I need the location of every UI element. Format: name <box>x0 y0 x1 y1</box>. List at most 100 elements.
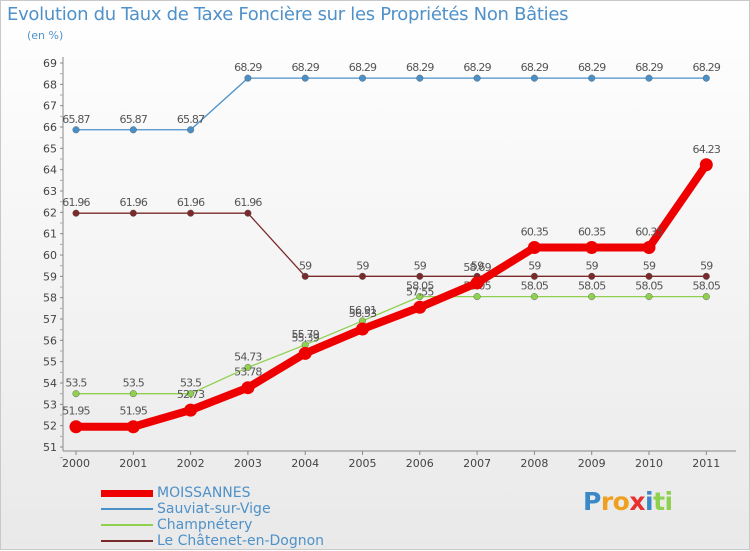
y-tick-label: 62 <box>43 206 57 219</box>
data-point <box>588 74 596 82</box>
proxiti-logo: Proxiti <box>583 487 673 516</box>
data-label: 52.73 <box>177 388 205 401</box>
x-tick-label: 2002 <box>177 457 205 470</box>
logo-letter: t <box>653 487 665 516</box>
x-tick-label: 2009 <box>578 457 606 470</box>
data-point <box>588 272 596 280</box>
y-tick-label: 68 <box>43 78 57 91</box>
legend-label: Champnétery <box>157 517 253 533</box>
data-label: 68.29 <box>693 61 721 74</box>
data-label: 59 <box>585 259 598 272</box>
data-label: 57.55 <box>406 285 434 298</box>
y-tick-label: 54 <box>43 377 57 390</box>
data-point <box>527 241 541 255</box>
y-tick-label: 60 <box>43 249 57 262</box>
legend-label: MOISSANNES <box>157 485 251 501</box>
data-point <box>645 74 653 82</box>
data-point <box>301 74 309 82</box>
data-label: 59 <box>299 259 312 272</box>
data-point <box>585 241 599 255</box>
data-point <box>72 126 80 134</box>
y-tick-label: 66 <box>43 121 57 134</box>
data-label: 51.95 <box>120 405 148 418</box>
y-tick-label: 52 <box>43 420 57 433</box>
data-label: 59 <box>700 259 713 272</box>
x-tick-label: 2004 <box>291 457 319 470</box>
data-point <box>702 74 710 82</box>
data-point <box>184 403 198 417</box>
data-point <box>244 209 252 217</box>
data-label: 58.69 <box>463 261 491 274</box>
data-point <box>473 74 481 82</box>
data-label: 68.29 <box>578 61 606 74</box>
data-point <box>588 293 596 301</box>
data-label: 65.87 <box>120 113 148 126</box>
data-label: 68.29 <box>291 61 319 74</box>
data-label: 58.05 <box>693 280 721 293</box>
data-point <box>416 293 424 301</box>
data-label: 56.53 <box>349 307 377 320</box>
data-label: 68.29 <box>234 61 262 74</box>
logo-letter: o <box>612 487 630 516</box>
data-label: 53.5 <box>123 377 145 390</box>
data-label: 53.5 <box>65 377 87 390</box>
data-label: 55.79 <box>291 328 319 341</box>
series-line <box>75 212 707 277</box>
data-point <box>470 276 484 290</box>
data-label: 65.87 <box>177 113 205 126</box>
y-tick-label: 56 <box>43 334 57 347</box>
series-line <box>72 160 711 431</box>
y-axis-unit-label: (en %) <box>27 29 64 42</box>
data-label: 56.91 <box>349 304 377 317</box>
y-tick-label: 51 <box>43 441 57 454</box>
logo-letter: i <box>645 487 654 516</box>
logo-letter: P <box>583 487 601 516</box>
data-label: 61.96 <box>234 196 262 209</box>
data-label: 53.5 <box>180 377 202 390</box>
y-tick-label: 55 <box>43 356 57 369</box>
legend-swatch <box>101 524 153 526</box>
x-tick-label: 2011 <box>692 457 720 470</box>
data-label: 65.87 <box>62 113 90 126</box>
data-point <box>416 272 424 280</box>
data-label: 59 <box>356 259 369 272</box>
data-label: 58.05 <box>578 280 606 293</box>
data-label: 53.78 <box>234 366 262 379</box>
series-line <box>75 295 707 395</box>
y-tick-label: 57 <box>43 313 57 326</box>
data-point <box>301 272 309 280</box>
data-point <box>126 420 140 434</box>
y-tick-label: 69 <box>43 57 57 70</box>
y-tick-label: 67 <box>43 100 57 113</box>
y-tick-label: 63 <box>43 185 57 198</box>
data-label: 68.29 <box>349 61 377 74</box>
data-label: 68.29 <box>635 61 663 74</box>
data-point <box>530 272 538 280</box>
data-point <box>69 420 83 434</box>
data-label: 60.35 <box>521 226 549 239</box>
x-tick-label: 2010 <box>635 457 663 470</box>
x-tick-label: 2005 <box>349 457 377 470</box>
data-point <box>645 272 653 280</box>
data-point <box>359 272 367 280</box>
x-tick-label: 2008 <box>520 457 548 470</box>
data-label: 58.05 <box>521 280 549 293</box>
chart-title: Evolution du Taux de Taxe Foncière sur l… <box>7 4 569 25</box>
data-label: 60.35 <box>635 226 663 239</box>
data-label: 59 <box>414 259 427 272</box>
data-point <box>72 390 80 398</box>
data-label: 68.29 <box>406 61 434 74</box>
legend-label: Le Châtenet-en-Dognon <box>157 533 325 549</box>
data-point <box>699 158 713 172</box>
data-label: 60.35 <box>578 226 606 239</box>
series-line <box>75 77 707 131</box>
logo-letter: i <box>664 487 674 516</box>
data-point <box>413 300 427 314</box>
data-point <box>187 209 195 217</box>
y-tick-label: 61 <box>43 228 57 241</box>
data-point <box>129 390 137 398</box>
x-tick-label: 2003 <box>234 457 262 470</box>
logo-letter: r <box>600 487 613 516</box>
